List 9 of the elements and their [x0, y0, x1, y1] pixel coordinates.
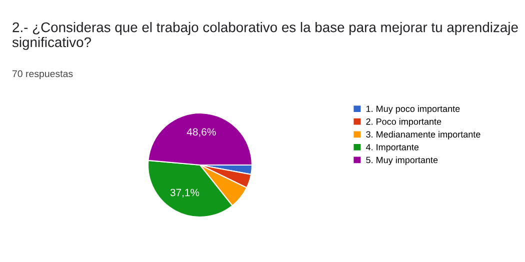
data-label: 37,1% — [170, 188, 200, 198]
legend-label: 1. Muy poco importante — [366, 105, 460, 114]
legend-label: 3. Medianamente importante — [366, 130, 480, 140]
chart-title: 2.- ¿Consideras que el trabajo colaborativo es la base para mejorar tu aprendizaje significativo? — [12, 22, 518, 50]
legend-label: 2. Poco importante — [366, 118, 442, 127]
data-label: 48,6% — [186, 128, 216, 137]
legend-label: 5. Muy importante — [366, 156, 438, 165]
legend-label: 4. Importante — [366, 144, 419, 152]
text: 70 respuestas — [12, 70, 73, 80]
